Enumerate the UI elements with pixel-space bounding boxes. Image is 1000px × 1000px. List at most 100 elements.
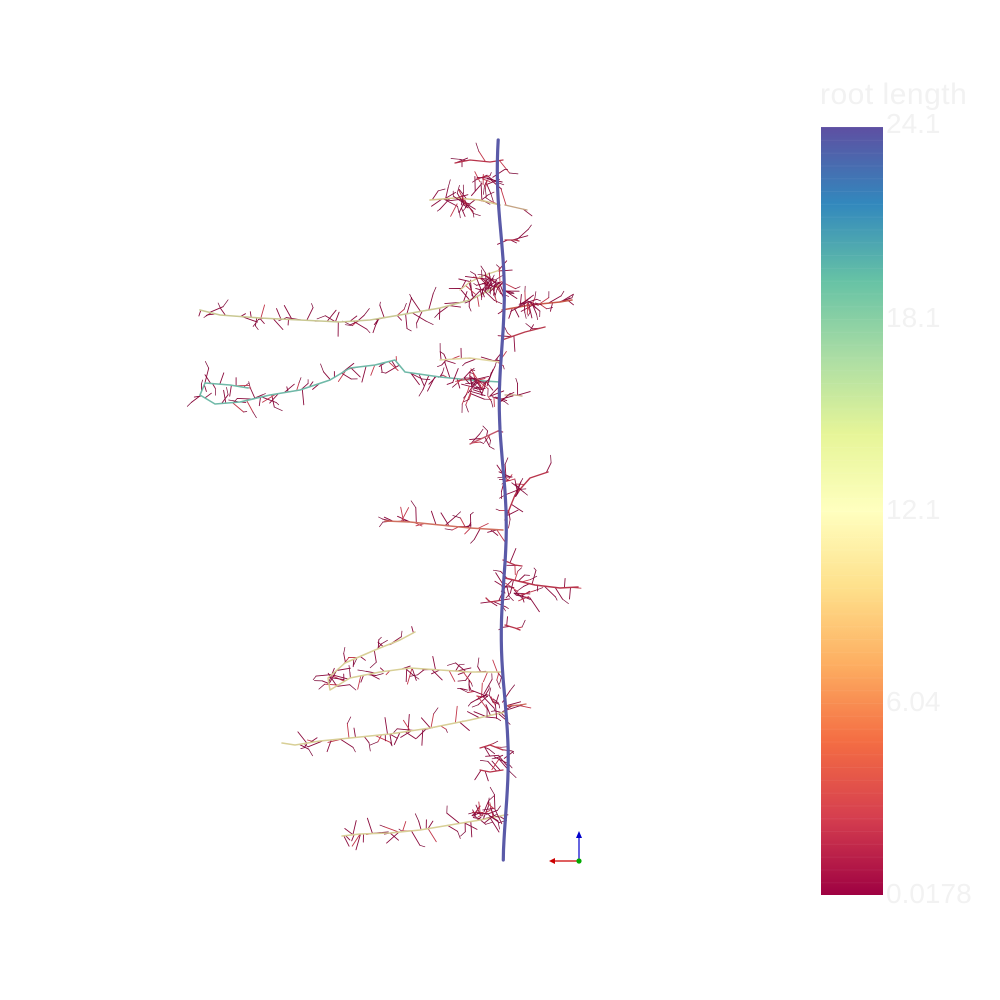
fine-root: [462, 206, 467, 212]
fine-root: [335, 684, 351, 688]
fine-root: [444, 528, 453, 531]
fine-root: [350, 367, 361, 378]
fine-root: [490, 193, 494, 202]
fine-root: [433, 707, 439, 715]
fine-root: [378, 516, 383, 520]
fine-root: [351, 833, 361, 847]
fine-root: [474, 171, 481, 183]
fine-root: [494, 289, 498, 298]
fine-root: [406, 667, 413, 685]
fine-root: [324, 683, 339, 686]
fine-root: [318, 683, 325, 690]
fine-root: [306, 307, 314, 321]
fine-root: [487, 395, 492, 402]
fine-root: [439, 351, 445, 355]
fine-root: [484, 196, 492, 202]
fine-root: [494, 580, 502, 586]
lateral-root: [504, 703, 527, 707]
fine-root: [484, 436, 491, 448]
fine-root: [447, 824, 459, 832]
fine-root: [445, 186, 449, 200]
fine-root: [410, 372, 420, 386]
fine-root: [545, 462, 552, 474]
lateral-root: [199, 284, 501, 323]
fine-root: [488, 694, 494, 704]
fine-root: [209, 306, 224, 313]
lateral-root: [504, 239, 520, 242]
fine-root: [458, 278, 472, 283]
fine-root: [349, 684, 357, 691]
fine-root: [509, 771, 517, 778]
fine-root: [473, 528, 481, 540]
orientation-axes-widget[interactable]: [549, 831, 582, 864]
fine-root: [389, 741, 393, 747]
fine-root: [470, 271, 476, 275]
fine-root: [516, 391, 531, 396]
fine-root: [470, 378, 473, 386]
fine-root: [459, 211, 461, 219]
fine-root: [479, 428, 484, 435]
fine-root: [387, 361, 399, 371]
fine-root: [308, 748, 313, 757]
fine-root: [477, 273, 485, 276]
fine-root: [526, 303, 531, 313]
fine-root: [472, 210, 475, 218]
fine-root: [457, 680, 466, 682]
fine-root: [495, 396, 508, 402]
fine-root: [420, 717, 431, 729]
fine-root: [255, 325, 259, 330]
fine-root: [473, 711, 487, 717]
fine-root: [233, 398, 238, 403]
fine-root: [505, 606, 509, 609]
fine-root: [343, 835, 350, 847]
fine-root: [465, 285, 476, 295]
fine-root: [487, 177, 496, 182]
fine-root: [465, 404, 469, 413]
fine-root: [514, 570, 519, 581]
fine-root: [442, 198, 459, 207]
fine-root: [283, 383, 295, 394]
fine-root: [528, 302, 533, 319]
fine-root: [519, 293, 522, 305]
fine-root: [430, 510, 437, 526]
fine-root: [508, 510, 511, 521]
fine-root: [504, 457, 509, 465]
fine-root: [469, 437, 483, 441]
fine-root: [379, 831, 389, 833]
fine-root: [380, 371, 387, 374]
fine-root: [513, 589, 521, 597]
fine-root: [301, 388, 305, 406]
fine-root: [379, 301, 381, 306]
fine-root: [483, 678, 493, 695]
scalar-bar-title: root length: [820, 78, 968, 111]
fine-root: [515, 286, 521, 290]
fine-root: [493, 707, 496, 712]
fine-root: [450, 203, 458, 217]
fine-root: [480, 277, 496, 281]
fine-root: [428, 376, 437, 385]
fine-root: [403, 302, 407, 310]
fine-root: [198, 309, 202, 317]
lateral-root: [504, 204, 528, 211]
fine-root: [418, 389, 424, 397]
fine-root: [484, 180, 488, 189]
fine-root: [489, 446, 495, 450]
fine-root: [484, 274, 497, 285]
fine-root: [336, 667, 351, 671]
fine-root: [269, 393, 279, 404]
fine-root: [506, 332, 513, 338]
fine-root: [422, 374, 430, 390]
fine-root: [186, 402, 192, 407]
fine-root: [458, 203, 464, 213]
fine-root: [324, 315, 336, 323]
fine-root: [528, 224, 532, 230]
fine-root: [504, 478, 516, 483]
fine-root: [480, 383, 487, 396]
fine-root: [440, 512, 450, 527]
fine-root: [249, 387, 256, 399]
fine-root: [476, 176, 489, 179]
fine-root: [204, 367, 210, 385]
fine-root: [521, 619, 526, 628]
fine-root: [389, 733, 398, 739]
